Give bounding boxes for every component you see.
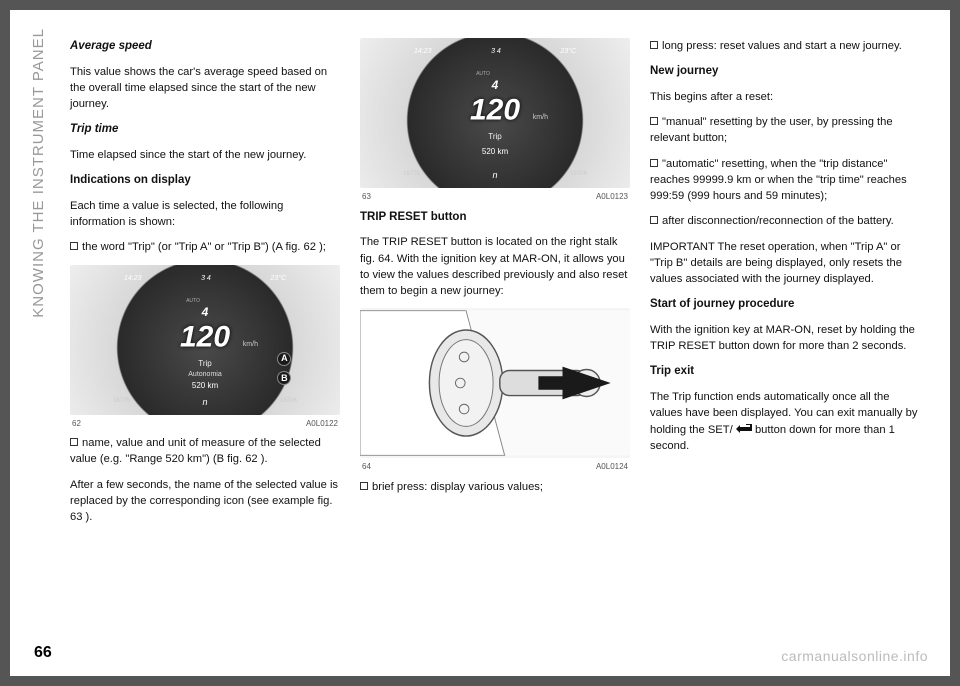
para: Time elapsed since the start of the new … [70,147,340,163]
watermark: carmanualsonline.info [781,648,928,664]
marker-b: B [277,371,291,385]
heading-trip-reset: TRIP RESET button [360,209,630,226]
bullet-item: "manual" resetting by the user, by press… [650,114,920,146]
heading-trip-exit: Trip exit [650,363,920,380]
bullet-icon [360,482,368,490]
bullet-icon [70,242,78,250]
bullet-icon [650,159,658,167]
para: The Trip function ends automatically onc… [650,389,920,454]
page-number: 66 [34,644,52,662]
heading-average-speed: Average speed [70,38,340,55]
bullet-item: after disconnection/reconnection of the … [650,213,920,229]
dash-top-row: 14:23 3 4 23°C [124,274,286,284]
para: The TRIP RESET button is located on the … [360,234,630,299]
bullet-item: brief press: display various values; [360,479,630,495]
content-columns: Average speed This value shows the car's… [70,38,920,618]
bullet-item: name, value and unit of measure of the s… [70,435,340,467]
figure-caption: 63 A0L0123 [360,191,630,203]
para: This value shows the car's average speed… [70,64,340,113]
figure-caption: 62 A0L0122 [70,418,340,430]
figure-62: 14:23 3 4 23°C 50 90 130 AUTO 4 120 km/h… [70,265,340,430]
bullet-icon [650,216,658,224]
heading-new-journey: New journey [650,63,920,80]
heading-start-journey: Start of journey procedure [650,296,920,313]
para: This begins after a reset: [650,89,920,105]
bullet-item: the word "Trip" (or "Trip A" or "Trip B"… [70,239,340,255]
heading-indications: Indications on display [70,172,340,189]
heading-trip-time: Trip time [70,121,340,138]
dashboard-image: 14:23 3 4 23°C 50 90 130 AUTO 4 120 km/h… [360,38,630,188]
bullet-icon [650,117,658,125]
bullet-icon [650,41,658,49]
stalk-image [360,308,630,458]
figure-64: 64 A0L0124 [360,308,630,473]
para: After a few seconds, the name of the sel… [70,477,340,526]
set-arrow-icon [736,424,752,434]
column-2: 14:23 3 4 23°C 50 90 130 AUTO 4 120 km/h… [360,38,630,618]
section-tab: KNOWING THE INSTRUMENT PANEL [30,28,60,318]
para: With the ignition key at MAR-ON, reset b… [650,322,920,354]
bullet-item: "automatic" resetting, when the "trip di… [650,156,920,205]
manual-page: KNOWING THE INSTRUMENT PANEL Average spe… [10,10,950,676]
para: Each time a value is selected, the follo… [70,198,340,230]
marker-a: A [277,352,291,366]
column-3: long press: reset values and start a new… [650,38,920,618]
dash-top-row: 14:23 3 4 23°C [414,47,576,57]
figure-caption: 64 A0L0124 [360,461,630,473]
bullet-icon [70,438,78,446]
figure-63: 14:23 3 4 23°C 50 90 130 AUTO 4 120 km/h… [360,38,630,203]
bullet-item: long press: reset values and start a new… [650,38,920,54]
column-1: Average speed This value shows the car's… [70,38,340,618]
dashboard-image: 14:23 3 4 23°C 50 90 130 AUTO 4 120 km/h… [70,265,340,415]
important-note: IMPORTANT The reset operation, when "Tri… [650,239,920,288]
